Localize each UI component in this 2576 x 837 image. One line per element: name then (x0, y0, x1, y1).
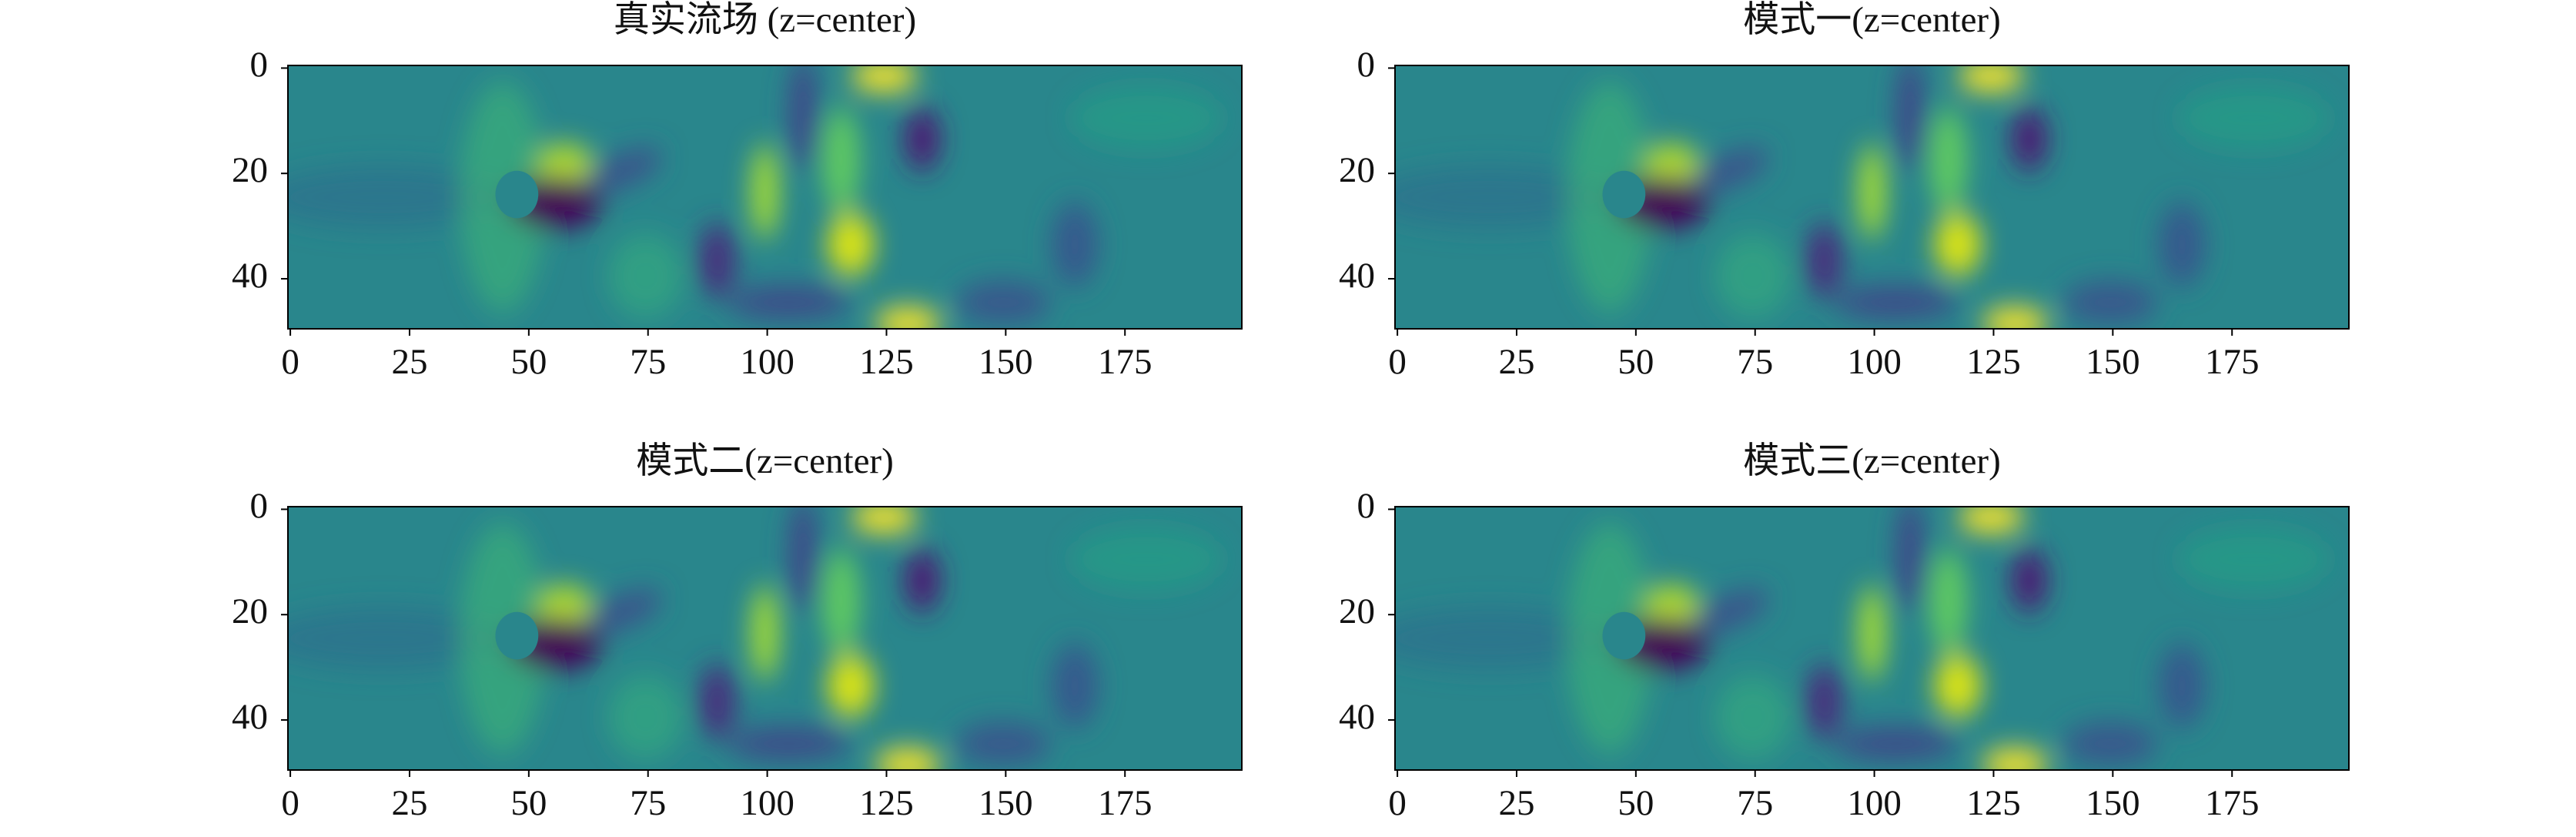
field-image (259, 55, 1242, 339)
y-tick-label: 0 (1357, 45, 1376, 85)
x-tick-label: 50 (510, 783, 547, 823)
subplot: 模式二(z=center) 0 25 50 75 100 125 150 175 0 20 40 (232, 441, 1243, 823)
x-tick-label: 175 (2205, 783, 2260, 823)
subplot-title: 模式一(z=center) (1743, 0, 2000, 40)
axes-frame (1394, 506, 2350, 771)
x-tick-label: 125 (859, 342, 914, 382)
x-tick-label: 175 (1098, 342, 1153, 382)
subplot: 模式一(z=center) 0 25 50 75 100 125 150 175 0 20 40 (1339, 0, 2350, 382)
x-tick-label: 75 (630, 342, 666, 382)
subplot-title: 真实流场 (z=center) (614, 0, 916, 40)
x-tick-label: 25 (391, 783, 427, 823)
x-tick-label: 100 (1847, 783, 1902, 823)
y-tick-label: 20 (232, 591, 268, 631)
y-tick-label: 0 (250, 486, 269, 526)
y-tick-label: 20 (1339, 150, 1375, 190)
y-tick-label: 40 (1339, 697, 1375, 737)
subplot: 真实流场 (z=center) 0 25 50 75 100 125 150 175 0 20 40 (232, 0, 1243, 382)
x-tick-label: 125 (859, 783, 914, 823)
y-tick-label: 0 (250, 45, 269, 85)
x-tick-label: 25 (1498, 783, 1534, 823)
x-tick-label: 75 (1737, 783, 1773, 823)
x-tick-label: 75 (630, 783, 666, 823)
x-tick-label: 100 (740, 342, 795, 382)
x-tick-label: 100 (1847, 342, 1902, 382)
subplot-title: 模式二(z=center) (636, 441, 893, 481)
x-tick-label: 175 (2205, 342, 2260, 382)
x-tick-label: 125 (1966, 342, 2021, 382)
x-tick-label: 100 (740, 783, 795, 823)
x-tick-label: 125 (1966, 783, 2021, 823)
x-tick-label: 25 (391, 342, 427, 382)
subplot-title: 模式三(z=center) (1743, 441, 2000, 481)
x-tick-label: 50 (510, 342, 547, 382)
x-tick-label: 0 (281, 783, 299, 823)
x-tick-label: 50 (1618, 783, 1654, 823)
x-tick-label: 75 (1737, 342, 1773, 382)
x-tick-label: 0 (1388, 342, 1407, 382)
x-tick-label: 150 (2086, 342, 2140, 382)
subplot: 模式三(z=center) 0 25 50 75 100 125 150 175 0 20 40 (1339, 441, 2350, 823)
axes-frame (287, 506, 1243, 771)
y-tick-label: 40 (1339, 256, 1375, 296)
y-tick-label: 20 (1339, 591, 1375, 631)
x-tick-label: 25 (1498, 342, 1534, 382)
axes-frame (287, 65, 1243, 330)
field-image (1367, 55, 2349, 339)
y-tick-label: 40 (232, 256, 268, 296)
x-tick-label: 0 (281, 342, 299, 382)
x-tick-label: 50 (1618, 342, 1654, 382)
x-tick-label: 150 (2086, 783, 2140, 823)
x-tick-label: 150 (979, 783, 1033, 823)
y-tick-label: 20 (232, 150, 268, 190)
x-tick-label: 150 (979, 342, 1033, 382)
y-tick-label: 40 (232, 697, 268, 737)
x-tick-label: 0 (1388, 783, 1407, 823)
field-image (259, 496, 1242, 780)
x-tick-label: 175 (1098, 783, 1153, 823)
y-tick-label: 0 (1357, 486, 1376, 526)
axes-frame (1394, 65, 2350, 330)
field-image (1367, 496, 2349, 780)
